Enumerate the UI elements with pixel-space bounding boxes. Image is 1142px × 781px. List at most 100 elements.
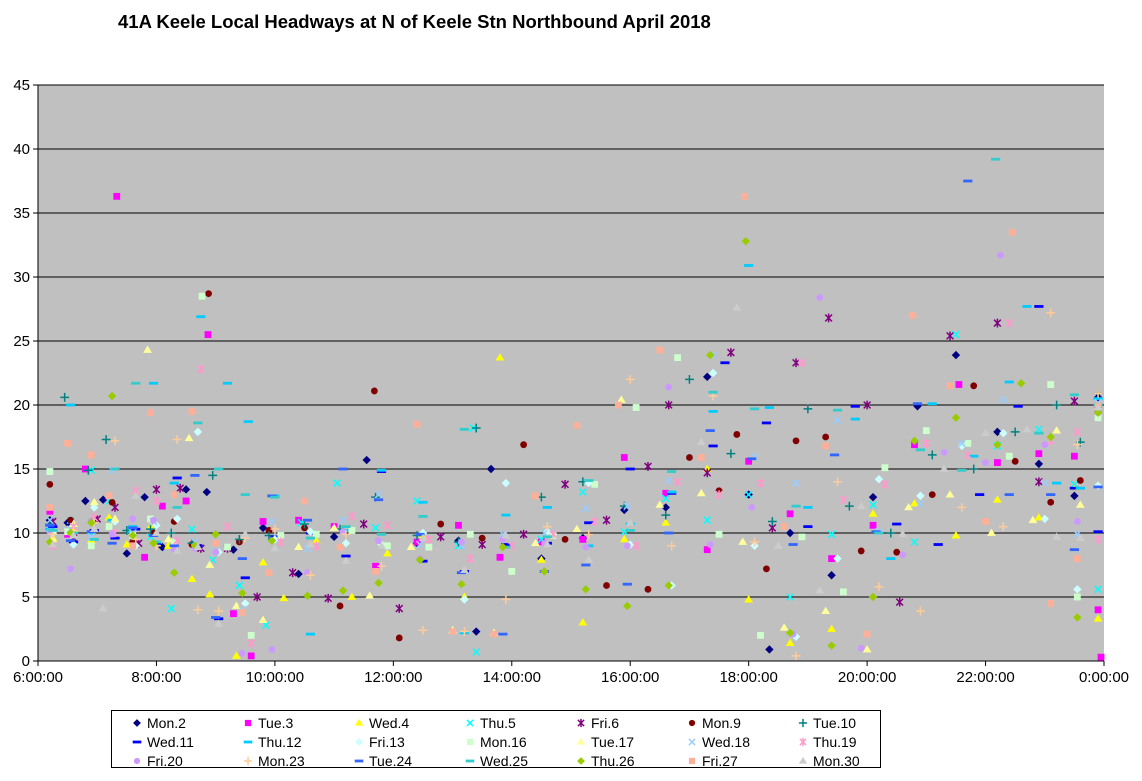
data-point-marker [184,433,194,442]
data-point-marker [1073,613,1082,622]
data-point-marker [591,480,599,488]
data-point-marker [1013,404,1023,408]
data-point-marker [1005,452,1013,460]
data-point-marker [224,543,231,551]
data-point-marker [303,591,312,600]
data-point-marker [202,487,211,497]
data-point-marker [602,515,611,525]
data-point-marker [158,542,167,552]
data-point-marker [341,525,351,528]
data-point-marker [172,514,182,524]
data-point-marker [302,518,313,522]
data-point-marker [238,608,246,616]
data-point-marker [64,440,72,447]
data-point-marker [750,537,759,547]
data-point-marker [1093,389,1103,398]
data-point-marker [584,479,594,482]
data-point-marker [916,491,925,501]
data-point-marker [152,528,161,536]
data-point-marker [1046,308,1056,318]
data-point-marker [69,540,78,549]
data-point-marker [129,542,137,550]
data-point-marker [279,593,289,602]
data-point-marker [785,628,795,638]
data-point-marker [542,540,552,548]
data-point-marker [1070,480,1079,489]
data-point-marker [688,757,696,764]
data-point-marker [113,192,121,200]
data-point-marker [874,582,884,592]
data-point-marker [1052,481,1062,485]
square-marker-icon [466,738,474,745]
square-marker-icon [688,757,696,764]
data-point-marker [748,504,756,511]
data-point-marker [128,531,137,540]
data-point-marker [744,264,754,267]
data-point-marker [277,532,285,539]
y-axis-tick-label: 30 [13,269,30,286]
legend-item-label: Tue.24 [369,752,413,769]
data-point-marker [170,568,179,577]
data-point-marker [975,493,985,496]
legend-item-mon-23: Mon.23 [240,751,305,770]
data-point-marker [982,459,989,466]
data-point-marker [341,554,351,558]
data-point-marker [868,492,878,502]
data-point-marker [999,428,1008,438]
data-point-marker [1094,606,1102,614]
data-point-marker [619,535,629,543]
x-axis-tick-label: 22:00:00 [956,669,1014,686]
data-point-marker [45,516,54,525]
data-point-marker [501,595,511,604]
data-point-marker [143,345,152,353]
data-point-marker [573,422,581,429]
data-point-marker [928,491,936,498]
data-point-marker [377,541,386,549]
data-point-marker [536,555,546,563]
data-point-marker [520,441,528,449]
data-point-marker [338,467,348,471]
data-point-marker [133,757,141,764]
data-point-marker [46,507,54,515]
series-tue-10 [45,375,1103,548]
data-point-marker [1046,432,1055,442]
data-point-marker [65,403,76,407]
data-point-marker [501,531,511,539]
data-point-marker [993,427,1002,437]
legend-item-label: Thu.12 [258,733,302,750]
data-point-marker [780,523,788,530]
dash-marker-icon [243,740,253,743]
data-point-marker [190,541,200,550]
data-point-marker [816,294,824,301]
data-point-marker [850,404,860,408]
data-point-marker [578,618,588,626]
data-point-marker [1069,486,1079,490]
data-point-marker [667,490,677,494]
data-point-marker [969,464,979,474]
data-point-marker [916,499,925,508]
data-point-marker [416,540,424,549]
data-point-marker [131,381,141,385]
data-point-marker [152,496,161,506]
data-point-marker [1073,585,1082,594]
data-point-marker [857,547,865,555]
data-point-marker [963,450,972,460]
data-point-marker [45,523,55,527]
data-point-marker [757,632,764,639]
data-point-marker [466,738,474,745]
data-point-marker [833,416,842,425]
data-point-marker [122,549,132,558]
y-axis-tick-label: 20 [13,397,30,414]
data-point-marker [720,361,730,365]
data-point-marker [915,448,926,452]
data-point-marker [1052,532,1062,540]
data-point-marker [395,604,404,613]
data-point-marker [839,495,848,505]
data-point-marker [466,554,475,563]
data-point-marker [457,580,466,589]
data-point-marker [1097,653,1105,661]
data-point-marker [667,541,677,551]
data-point-marker [745,457,753,465]
y-axis-tick-label: 0 [22,653,30,670]
data-point-marker [616,395,626,403]
